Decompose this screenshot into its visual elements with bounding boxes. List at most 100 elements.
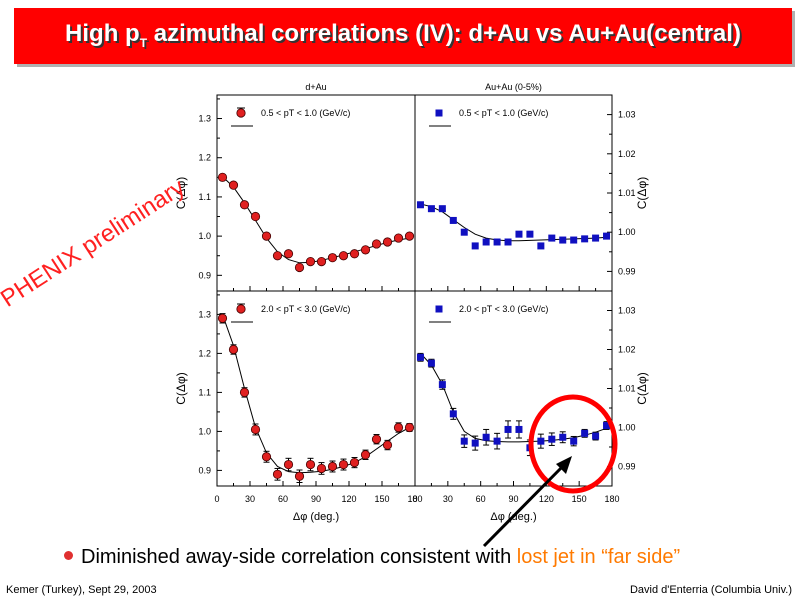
data-point (217, 172, 228, 182)
data-point (427, 359, 435, 367)
data-point (239, 200, 250, 210)
data-point (515, 425, 523, 433)
y-tick-label: 0.99 (618, 266, 636, 276)
data-point (250, 211, 261, 222)
y-tick-label: 0.9 (198, 465, 211, 475)
data-point (272, 469, 283, 479)
data-point (217, 313, 228, 323)
y-axis-label: C(Δφ) (635, 177, 649, 209)
data-point (239, 387, 250, 397)
y-tick-label: 1.1 (198, 192, 211, 202)
data-point (603, 232, 611, 240)
x-tick-label: 180 (407, 494, 422, 504)
title-bar: High pT azimuthal correlations (IV): d+A… (14, 8, 792, 64)
x-tick-label: 150 (572, 494, 587, 504)
data-point (548, 435, 556, 443)
data-point (427, 205, 435, 213)
data-point (504, 425, 512, 433)
data-point (316, 256, 327, 267)
data-point (592, 234, 600, 242)
x-tick-label: 0 (412, 494, 417, 504)
data-point (460, 437, 468, 445)
y-tick-label: 1.2 (198, 348, 211, 358)
y-tick-label: 1.00 (618, 423, 636, 433)
data-point (460, 228, 468, 236)
data-point (404, 422, 415, 433)
y-tick-label: 1.03 (618, 110, 636, 120)
data-point (327, 253, 338, 263)
legend-label: 0.5 < pT < 1.0 (GeV/c) (261, 108, 350, 118)
y-axis-label: C(Δφ) (635, 372, 649, 404)
data-point (570, 437, 578, 445)
legend-marker (435, 109, 443, 117)
footer-author: David d'Enterria (Columbia Univ.) (629, 584, 792, 596)
data-point (382, 440, 393, 450)
highlight-circle (528, 394, 618, 494)
data-point (283, 249, 294, 259)
legend-marker (236, 304, 246, 314)
y-tick-label: 0.9 (198, 270, 211, 280)
arrow-head (556, 456, 572, 474)
y-axis-label: C(Δφ) (174, 372, 188, 404)
x-tick-label: 60 (278, 494, 288, 504)
data-point (581, 235, 589, 243)
bullet-dot-icon (64, 551, 73, 561)
column-title: Au+Au (0-5%) (485, 82, 542, 92)
y-tick-label: 1.0 (198, 426, 211, 436)
legend-label: 2.0 < pT < 3.0 (GeV/c) (261, 304, 350, 314)
y-tick-label: 1.2 (198, 153, 211, 163)
y-axis-label: C(Δφ) (174, 177, 188, 209)
data-point (393, 233, 404, 243)
legend-marker (236, 108, 246, 118)
y-tick-label: 1.00 (618, 227, 636, 237)
x-tick-label: 90 (311, 494, 321, 504)
y-tick-label: 1.01 (618, 188, 636, 198)
data-point (581, 429, 589, 437)
x-tick-label: 60 (476, 494, 486, 504)
data-point (393, 422, 404, 433)
fit-curve (222, 176, 410, 264)
footer-location: Kemer (Turkey), Sept 29, 2003 (6, 584, 157, 596)
fit-curve (420, 353, 607, 443)
data-point (526, 230, 534, 238)
x-tick-label: 150 (374, 494, 389, 504)
data-point (327, 461, 338, 472)
data-point (283, 459, 294, 470)
y-tick-label: 1.02 (618, 149, 636, 159)
legend-label: 2.0 < pT < 3.0 (GeV/c) (459, 304, 548, 314)
data-point (294, 262, 305, 273)
data-point (228, 344, 239, 355)
data-point (537, 437, 545, 445)
data-point (360, 450, 371, 460)
data-point (559, 236, 567, 244)
y-tick-label: 1.03 (618, 306, 636, 316)
data-point (449, 410, 457, 418)
slide-title: High pT azimuthal correlations (IV): d+A… (65, 20, 741, 50)
x-axis-label: Δφ (deg.) (293, 511, 339, 523)
data-point (261, 452, 272, 462)
y-tick-label: 1.3 (198, 114, 211, 124)
data-point (371, 239, 382, 249)
data-point (228, 180, 239, 190)
data-point (515, 230, 523, 238)
data-point (261, 231, 272, 241)
panel-frame (414, 94, 613, 292)
data-point (471, 242, 479, 250)
data-point (371, 434, 382, 444)
fit-curve (222, 314, 410, 474)
y-tick-label: 1.3 (198, 309, 211, 319)
data-point (438, 205, 446, 213)
data-point (559, 433, 567, 441)
data-point (272, 251, 283, 261)
data-point (570, 236, 578, 244)
data-point (349, 249, 360, 259)
data-point (338, 251, 349, 261)
y-tick-label: 1.1 (198, 387, 211, 397)
data-point (449, 216, 457, 224)
conclusion-bullet: Diminished away-side correlation consist… (64, 546, 680, 569)
data-point (548, 234, 556, 242)
data-point (482, 238, 490, 246)
data-point (316, 463, 327, 474)
x-tick-label: 180 (604, 494, 619, 504)
legend-marker (435, 305, 443, 313)
